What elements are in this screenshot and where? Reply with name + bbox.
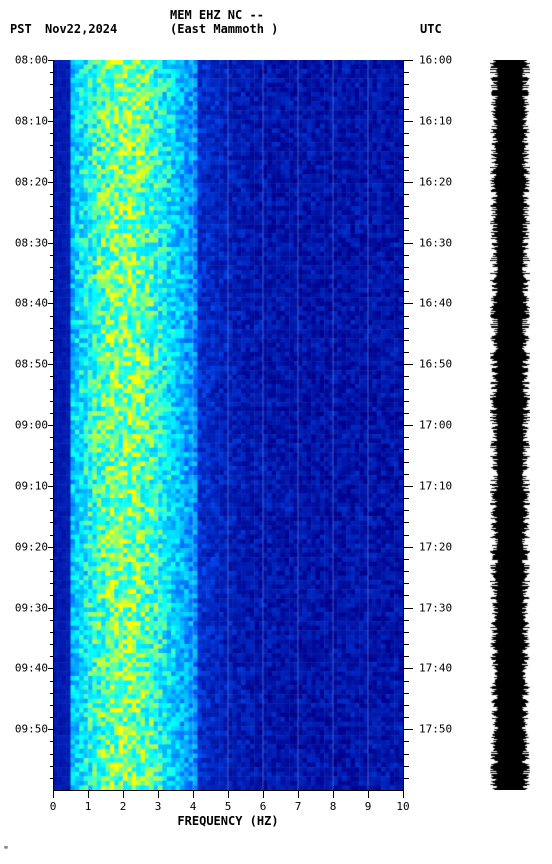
y-left-tick-label: 08:00 — [15, 54, 48, 67]
x-tick-label: 3 — [155, 800, 162, 813]
y-left-tick-label: 08:10 — [15, 114, 48, 127]
x-tick-label: 9 — [365, 800, 372, 813]
y-axis-right: 16:0016:1016:2016:3016:4016:5017:0017:10… — [417, 60, 477, 790]
x-tick-label: 2 — [120, 800, 127, 813]
y-left-tick-label: 09:50 — [15, 723, 48, 736]
y-left-tick-label: 09:30 — [15, 601, 48, 614]
footer-mark: " — [3, 845, 9, 856]
y-right-tick-label: 16:30 — [419, 236, 452, 249]
y-right-tick-label: 17:30 — [419, 601, 452, 614]
spectrogram-plot — [53, 60, 403, 790]
date-label: Nov22,2024 — [45, 22, 117, 36]
y-left-tick-label: 08:30 — [15, 236, 48, 249]
x-tick-label: 1 — [85, 800, 92, 813]
y-left-tick-label: 09:40 — [15, 662, 48, 675]
x-tick-label: 7 — [295, 800, 302, 813]
y-right-tick-label: 17:00 — [419, 419, 452, 432]
x-tick-label: 0 — [50, 800, 57, 813]
x-tick-label: 10 — [396, 800, 409, 813]
tz-left-label: PST — [10, 22, 32, 36]
x-tick-label: 5 — [225, 800, 232, 813]
y-right-tick-label: 16:20 — [419, 175, 452, 188]
x-tick-label: 8 — [330, 800, 337, 813]
station-line2: (East Mammoth ) — [170, 22, 278, 36]
y-right-tick-label: 17:50 — [419, 723, 452, 736]
y-left-tick-label: 09:20 — [15, 540, 48, 553]
y-right-tick-label: 17:20 — [419, 540, 452, 553]
y-left-tick-label: 09:00 — [15, 419, 48, 432]
station-line1: MEM EHZ NC -- — [170, 8, 264, 22]
x-tick-label: 4 — [190, 800, 197, 813]
y-right-tick-label: 17:10 — [419, 479, 452, 492]
waveform-plot — [490, 60, 530, 790]
waveform-canvas — [490, 60, 530, 790]
y-right-tick-label: 16:00 — [419, 54, 452, 67]
y-right-tick-label: 16:10 — [419, 114, 452, 127]
x-axis-label: FREQUENCY (HZ) — [177, 814, 278, 828]
x-tick-label: 6 — [260, 800, 267, 813]
y-right-tick-label: 16:40 — [419, 297, 452, 310]
y-left-tick-label: 08:20 — [15, 175, 48, 188]
tz-right-label: UTC — [420, 22, 442, 36]
spectrogram-canvas — [53, 60, 403, 790]
y-right-tick-label: 17:40 — [419, 662, 452, 675]
y-left-tick-label: 08:40 — [15, 297, 48, 310]
x-axis: FREQUENCY (HZ) 012345678910 — [53, 790, 403, 830]
y-left-tick-label: 09:10 — [15, 479, 48, 492]
y-left-tick-label: 08:50 — [15, 358, 48, 371]
y-axis-left: 08:0008:1008:2008:3008:4008:5009:0009:10… — [0, 60, 50, 790]
y-right-tick-label: 16:50 — [419, 358, 452, 371]
